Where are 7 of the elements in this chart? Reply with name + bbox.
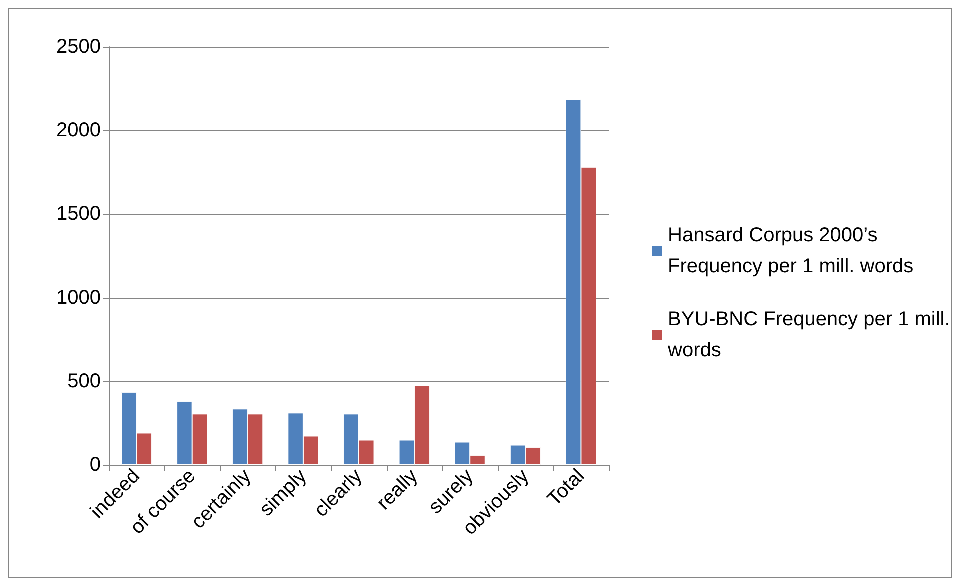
y-tick-label: 2500 [56,36,101,58]
y-tick-label: 500 [68,370,101,392]
legend-label: BYU-BNC Frequency per 1 mill. words [667,308,956,362]
y-tick-label: 1000 [56,286,101,309]
y-tick-label: 2000 [56,120,101,142]
legend-label: Hansard Corpus 2000’s Frequency per 1 mill. words [668,224,914,278]
y-tick-label: 1500 [56,203,101,226]
